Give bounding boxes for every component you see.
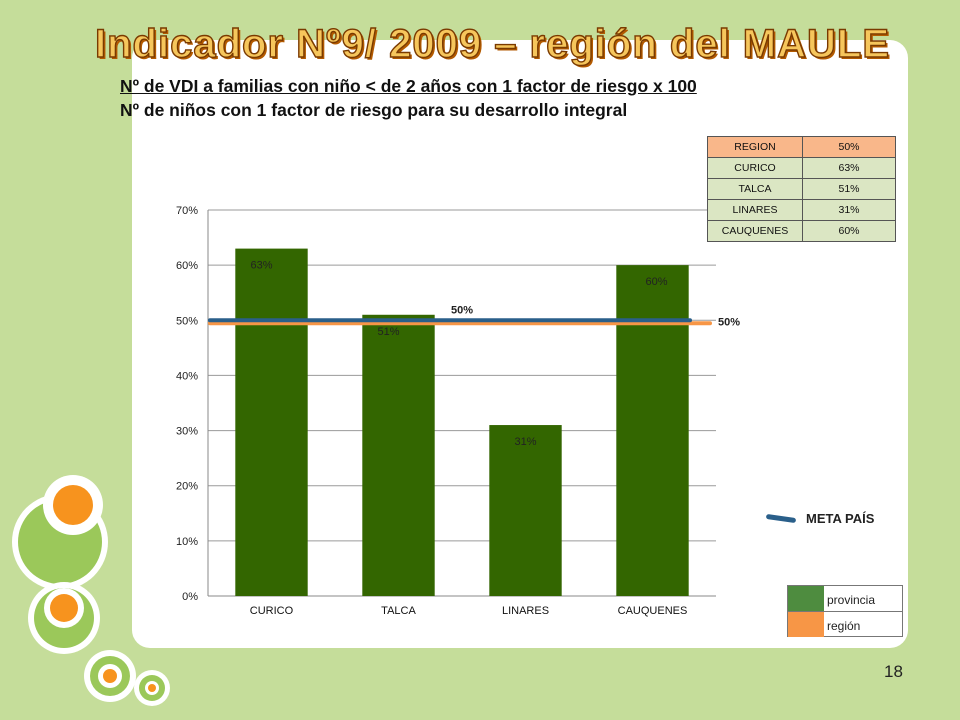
table-cell-name: TALCA (707, 178, 803, 200)
slide-title: Indicador Nº9/ 2009 – región del MAULE (94, 21, 891, 66)
bar-data-label: 31% (514, 436, 536, 448)
meta-line-label: 50% (451, 304, 473, 316)
bar-data-label: 51% (377, 326, 399, 338)
x-tick-label: LINARES (502, 605, 549, 617)
table-cell-name: CURICO (707, 157, 803, 179)
table-cell-name: REGION (707, 136, 803, 158)
table-row: TALCA 51% (707, 178, 896, 200)
decorative-circle (50, 594, 78, 622)
table-cell-value: 60% (802, 220, 896, 242)
page-number: 18 (884, 662, 903, 681)
y-tick-label: 10% (176, 536, 198, 548)
decorative-circle (53, 485, 93, 525)
legend-item-region: región (788, 611, 902, 637)
y-tick-label: 30% (176, 426, 198, 438)
formula-numerator: Nº de VDI a familias con niño < de 2 año… (120, 76, 697, 96)
table-cell-value: 63% (802, 157, 896, 179)
table-row: LINARES 31% (707, 199, 896, 221)
bar (489, 425, 562, 596)
y-tick-label: 20% (176, 481, 198, 493)
y-tick-label: 40% (176, 370, 198, 382)
x-tick-label: CAUQUENES (618, 605, 688, 617)
data-table: REGION 50% CURICO 63% TALCA 51% LINARES 31% CAUQ… (707, 136, 896, 242)
bar-data-label: 60% (645, 276, 667, 288)
meta-pais-label: META PAÍS (806, 510, 875, 526)
series-legend: provincia región (787, 585, 903, 637)
region-line-label: 50% (718, 316, 740, 328)
table-cell-name: LINARES (707, 199, 803, 221)
y-tick-label: 60% (176, 260, 198, 272)
table-cell-name: CAUQUENES (707, 220, 803, 242)
bar (616, 265, 689, 596)
decorative-circle (148, 684, 156, 692)
bar-data-label: 63% (250, 260, 272, 272)
legend-label-provincia: provincia (827, 593, 876, 607)
y-tick-label: 0% (182, 591, 198, 603)
bar (362, 314, 435, 596)
table-cell-value: 31% (802, 199, 896, 221)
meta-pais-line-icon (765, 513, 797, 523)
table-row: REGION 50% (707, 136, 896, 158)
y-tick-label: 50% (176, 315, 198, 327)
legend-item-provincia: provincia (788, 586, 902, 611)
bar (235, 248, 308, 596)
x-tick-label: CURICO (250, 605, 294, 617)
region-swatch (788, 612, 824, 637)
table-cell-value: 51% (802, 178, 896, 200)
table-row: CAUQUENES 60% (707, 220, 896, 242)
provincia-swatch (788, 586, 824, 611)
meta-pais-legend: META PAÍS (765, 506, 875, 530)
table-row: CURICO 63% (707, 157, 896, 179)
x-tick-label: TALCA (381, 605, 416, 617)
table-cell-value: 50% (802, 136, 896, 158)
decorative-circle (103, 669, 117, 683)
legend-label-region: región (827, 619, 861, 633)
y-tick-label: 70% (176, 205, 198, 217)
formula-denominator: Nº de niños con 1 factor de riesgo para … (120, 100, 628, 120)
